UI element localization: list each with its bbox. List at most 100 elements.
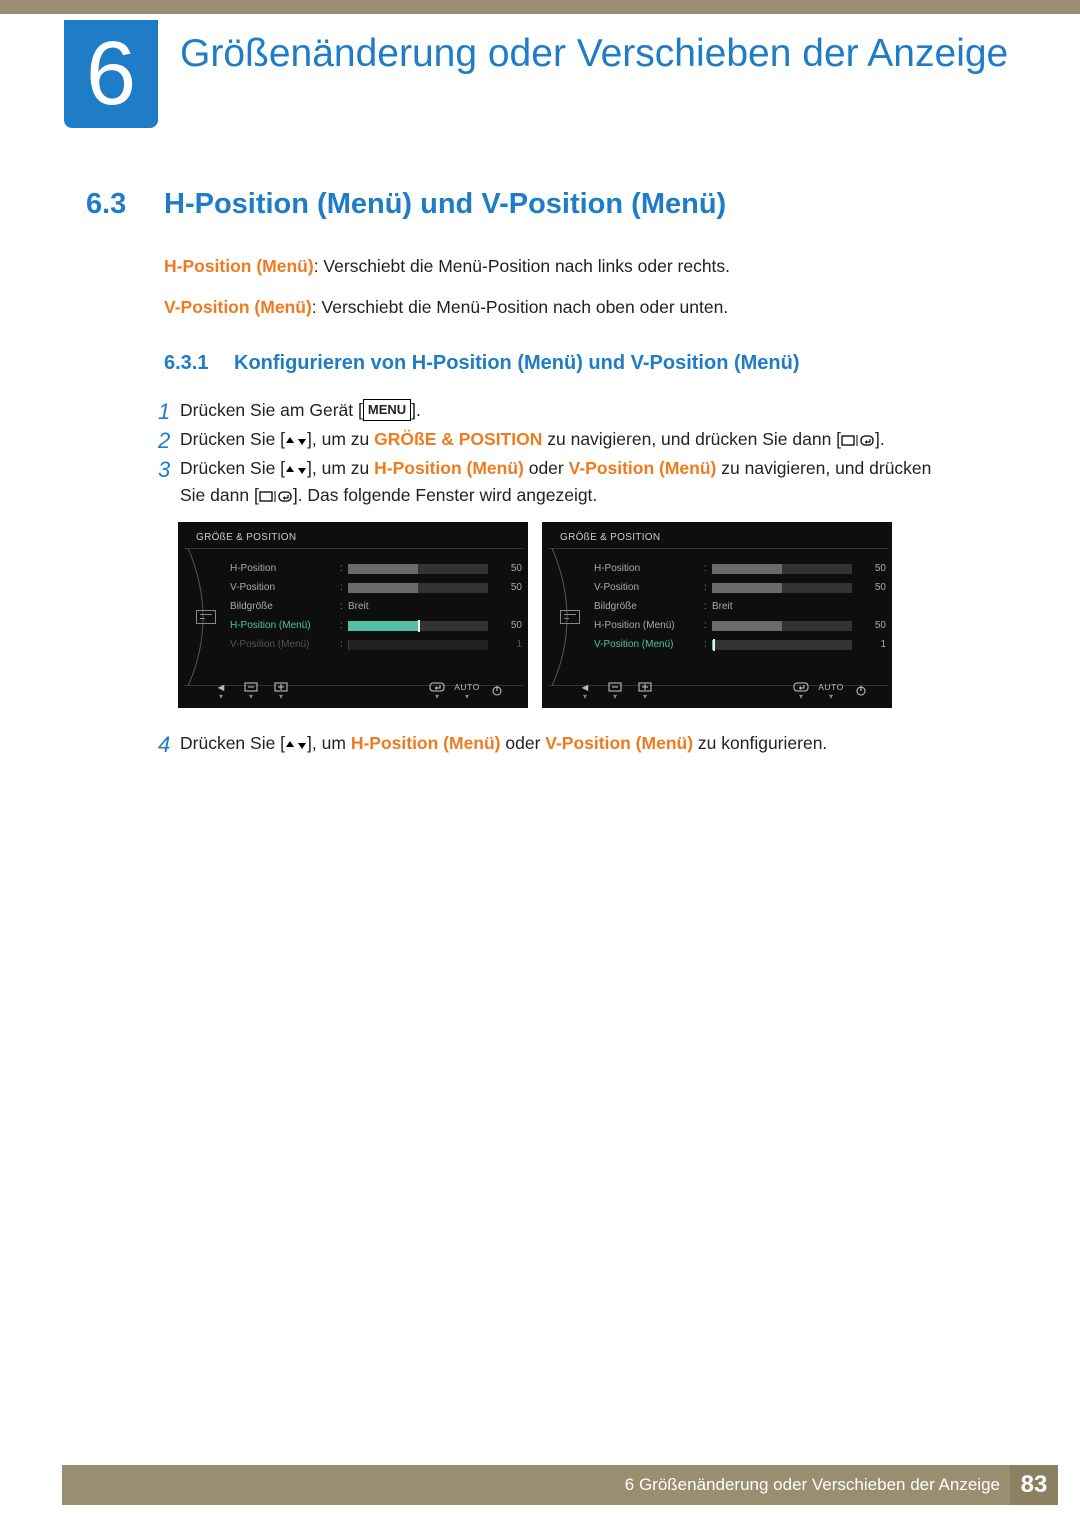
chapter-badge: 6 (64, 20, 158, 128)
osd-title: GRÖßE & POSITION (560, 532, 660, 543)
osd-slider (712, 583, 852, 593)
osd-row-label: H-Position (Menü) (230, 620, 340, 631)
step-number: 3 (158, 453, 170, 487)
step-text: oder (524, 458, 569, 478)
osd-row-label: V-Position (Menü) (594, 639, 704, 650)
step-highlight: V-Position (Menü) (569, 458, 717, 478)
osd-colon: : (340, 620, 348, 631)
osd-row-label: V-Position (230, 582, 340, 593)
osd-plus-icon: ▾ (630, 682, 660, 700)
step-2: 2 Drücken Sie [], um zu GRÖßE & POSITION… (180, 426, 940, 453)
osd-colon: : (704, 582, 712, 593)
osd-row-label: H-Position (230, 563, 340, 574)
step-text: Drücken Sie am Gerät [ (180, 400, 363, 420)
section-number: 6.3 (86, 188, 126, 221)
osd-title: GRÖßE & POSITION (196, 532, 296, 543)
page-footer: 6 Größenänderung oder Verschieben der An… (62, 1465, 1058, 1505)
osd-row: H-Position:50 (230, 560, 514, 577)
osd-button-row: ◄▾▾▾▾AUTO▾ (206, 682, 512, 700)
osd-value-text: Breit (712, 601, 862, 612)
v-position-text: : Verschiebt die Menü-Position nach oben… (312, 297, 728, 317)
step-highlight: H-Position (Menü) (374, 458, 524, 478)
section-title: H-Position (Menü) und V-Position (Menü) (164, 188, 726, 221)
footer-chapter-text: 6 Größenänderung oder Verschieben der An… (625, 1475, 1004, 1495)
osd-row-label: V-Position (Menü) (230, 639, 340, 650)
osd-colon: : (340, 563, 348, 574)
osd-slider (348, 640, 488, 650)
osd-slider (348, 564, 488, 574)
step-text: ], um zu (307, 458, 374, 478)
osd-row-label: H-Position (594, 563, 704, 574)
footer-page-number: 83 (1010, 1465, 1058, 1505)
osd-row: V-Position (Menü):1 (230, 636, 514, 653)
osd-value: 1 (498, 639, 526, 650)
osd-panels: GRÖßE & POSITIONH-Position:50V-Position:… (178, 522, 892, 708)
osd-row: H-Position (Menü):50 (594, 617, 878, 634)
osd-slider (348, 583, 488, 593)
up-down-icon (285, 464, 307, 476)
step-3: 3 Drücken Sie [], um zu H-Position (Menü… (180, 455, 940, 509)
step-text: Drücken Sie [ (180, 733, 285, 753)
osd-slider (712, 564, 852, 574)
osd-value: 50 (862, 620, 890, 631)
v-position-label: V-Position (Menü) (164, 297, 312, 317)
osd-value-text: Breit (348, 601, 498, 612)
step-text: Drücken Sie [ (180, 458, 285, 478)
osd-row-label: Bildgröße (594, 601, 704, 612)
menu-button-icon: MENU (363, 399, 411, 421)
osd-row: H-Position (Menü):50 (230, 617, 514, 634)
osd-value: 50 (862, 582, 890, 593)
osd-panel-left: GRÖßE & POSITIONH-Position:50V-Position:… (178, 522, 528, 708)
step-text: ]. (875, 429, 885, 449)
osd-size-icon (560, 610, 580, 624)
osd-colon: : (704, 563, 712, 574)
osd-enter-icon: ▾ (786, 682, 816, 700)
subsection-number: 6.3.1 (164, 352, 208, 375)
osd-power-icon (482, 685, 512, 697)
osd-minus-icon: ▾ (600, 682, 630, 700)
osd-plus-icon: ▾ (266, 682, 296, 700)
step-1: 1 Drücken Sie am Gerät [MENU]. (180, 397, 421, 424)
v-position-description: V-Position (Menü): Verschiebt die Menü-P… (164, 297, 728, 318)
step-highlight: GRÖßE & POSITION (374, 429, 542, 449)
osd-enter-icon: ▾ (422, 682, 452, 700)
h-position-text: : Verschiebt die Menü-Position nach link… (314, 256, 730, 276)
step-text: zu konfigurieren. (693, 733, 827, 753)
rect-enter-icon (259, 489, 293, 503)
step-number: 4 (158, 728, 170, 762)
h-position-label: H-Position (Menü) (164, 256, 314, 276)
rect-enter-icon (841, 433, 875, 447)
osd-row-label: Bildgröße (230, 601, 340, 612)
chapter-title: Größenänderung oder Verschieben der Anze… (180, 32, 1008, 77)
osd-colon: : (340, 582, 348, 593)
osd-value: 1 (862, 639, 890, 650)
step-text: ], um zu (307, 429, 374, 449)
osd-slider (712, 640, 852, 650)
step-text: ]. (411, 400, 421, 420)
h-position-description: H-Position (Menü): Verschiebt die Menü-P… (164, 256, 730, 277)
osd-colon: : (340, 639, 348, 650)
up-down-icon (285, 435, 307, 447)
osd-size-icon (196, 610, 216, 624)
subsection-title: Konfigurieren von H-Position (Menü) und … (234, 352, 800, 375)
osd-colon: : (704, 620, 712, 631)
up-down-icon (285, 739, 307, 751)
osd-row: Bildgröße:Breit (230, 598, 514, 615)
osd-row: V-Position (Menü):1 (594, 636, 878, 653)
osd-colon: : (704, 601, 712, 612)
step-text: oder (501, 733, 546, 753)
osd-auto-label: AUTO▾ (816, 682, 846, 700)
osd-row-label: V-Position (594, 582, 704, 593)
step-text: zu navigieren, und drücken Sie dann [ (542, 429, 841, 449)
osd-value: 50 (498, 582, 526, 593)
osd-slider (712, 621, 852, 631)
osd-panel-right: GRÖßE & POSITIONH-Position:50V-Position:… (542, 522, 892, 708)
step-highlight: V-Position (Menü) (545, 733, 693, 753)
step-highlight: H-Position (Menü) (351, 733, 501, 753)
osd-button-row: ◄▾▾▾▾AUTO▾ (570, 682, 876, 700)
osd-auto-label: AUTO▾ (452, 682, 482, 700)
osd-colon: : (340, 601, 348, 612)
osd-row: H-Position:50 (594, 560, 878, 577)
osd-back-icon: ◄▾ (206, 682, 236, 700)
osd-slider (348, 621, 488, 631)
